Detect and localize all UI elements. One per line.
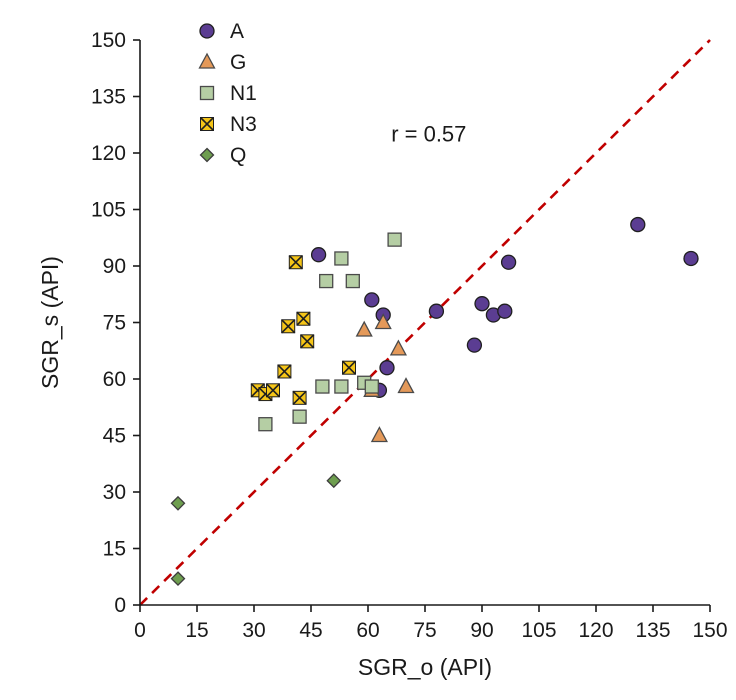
y-tick-label: 90 [103,255,126,278]
data-point-N3-cross [341,360,357,375]
legend-label-G: G [230,51,246,74]
data-point-G [370,426,388,443]
data-point-N3-cross [277,364,292,379]
data-point-Q [170,571,186,587]
y-tick-label: 45 [103,425,126,448]
y-tick-label: 15 [103,538,126,561]
legend-marker-N3-cross [199,116,215,132]
legend-label-A: A [230,20,244,43]
data-point-N1 [334,379,349,394]
data-point-N3-cross [281,319,296,334]
data-point-N1 [292,409,307,424]
data-point-Q [170,495,186,511]
legend-marker-G [198,52,216,69]
correlation-annotation: r = 0.57 [391,122,466,147]
data-point-A [683,250,699,267]
data-point-A [310,247,327,263]
data-point-G [374,313,392,330]
data-point-N3-cross [265,383,281,398]
data-point-G [389,339,407,356]
x-tick-label: 120 [578,619,613,642]
x-axis-title: SGR_o (API) [358,654,492,680]
data-point-N3-cross [296,311,311,326]
x-tick-label: 60 [356,619,379,642]
data-point-N3-cross [300,334,315,349]
y-tick-label: 0 [114,594,126,617]
legend-label-N3: N3 [230,113,257,136]
y-tick-label: 75 [103,312,126,335]
data-point-A [364,292,380,308]
data-point-N1 [315,379,330,394]
data-point-N3-cross [250,383,265,398]
legend-marker-A [199,23,215,39]
y-tick-label: 135 [91,86,126,109]
data-point-N1 [364,379,379,394]
data-point-N1 [334,251,349,266]
data-point-N1 [319,273,334,289]
x-tick-label: 90 [470,619,493,642]
x-tick-label: 30 [242,619,265,642]
data-point-A [630,216,646,233]
data-point-G [397,377,415,394]
data-point-A [379,360,395,376]
legend-marker-Q [199,147,215,163]
data-point-G [355,320,373,337]
data-point-A [428,303,445,319]
y-tick-label: 30 [103,481,126,504]
y-tick-label: 150 [91,29,126,52]
data-point-A [466,337,483,353]
x-tick-label: 45 [299,619,322,642]
x-tick-label: 105 [521,619,556,642]
y-tick-label: 60 [103,368,126,391]
data-point-A [500,254,517,270]
x-tick-label: 0 [134,619,146,642]
y-tick-label: 105 [91,199,126,222]
x-tick-label: 150 [692,619,727,642]
identity-line [139,39,711,606]
y-tick-label: 120 [91,142,126,165]
data-point-Q [326,473,342,489]
y-axis-title: SGR_s (API) [37,256,63,389]
legend-marker-N1 [199,85,215,101]
x-tick-label: 135 [635,619,670,642]
data-point-A [497,303,513,319]
data-point-N1 [345,273,360,289]
data-point-N3-cross [292,390,307,405]
x-tick-label: 15 [185,619,208,642]
legend-label-N1: N1 [230,82,257,105]
data-point-N1 [258,417,273,432]
x-tick-label: 75 [413,619,436,642]
legend-label-Q: Q [230,144,246,167]
data-point-N1 [387,232,402,247]
data-point-A [474,296,490,312]
data-point-N3-cross [288,255,303,270]
